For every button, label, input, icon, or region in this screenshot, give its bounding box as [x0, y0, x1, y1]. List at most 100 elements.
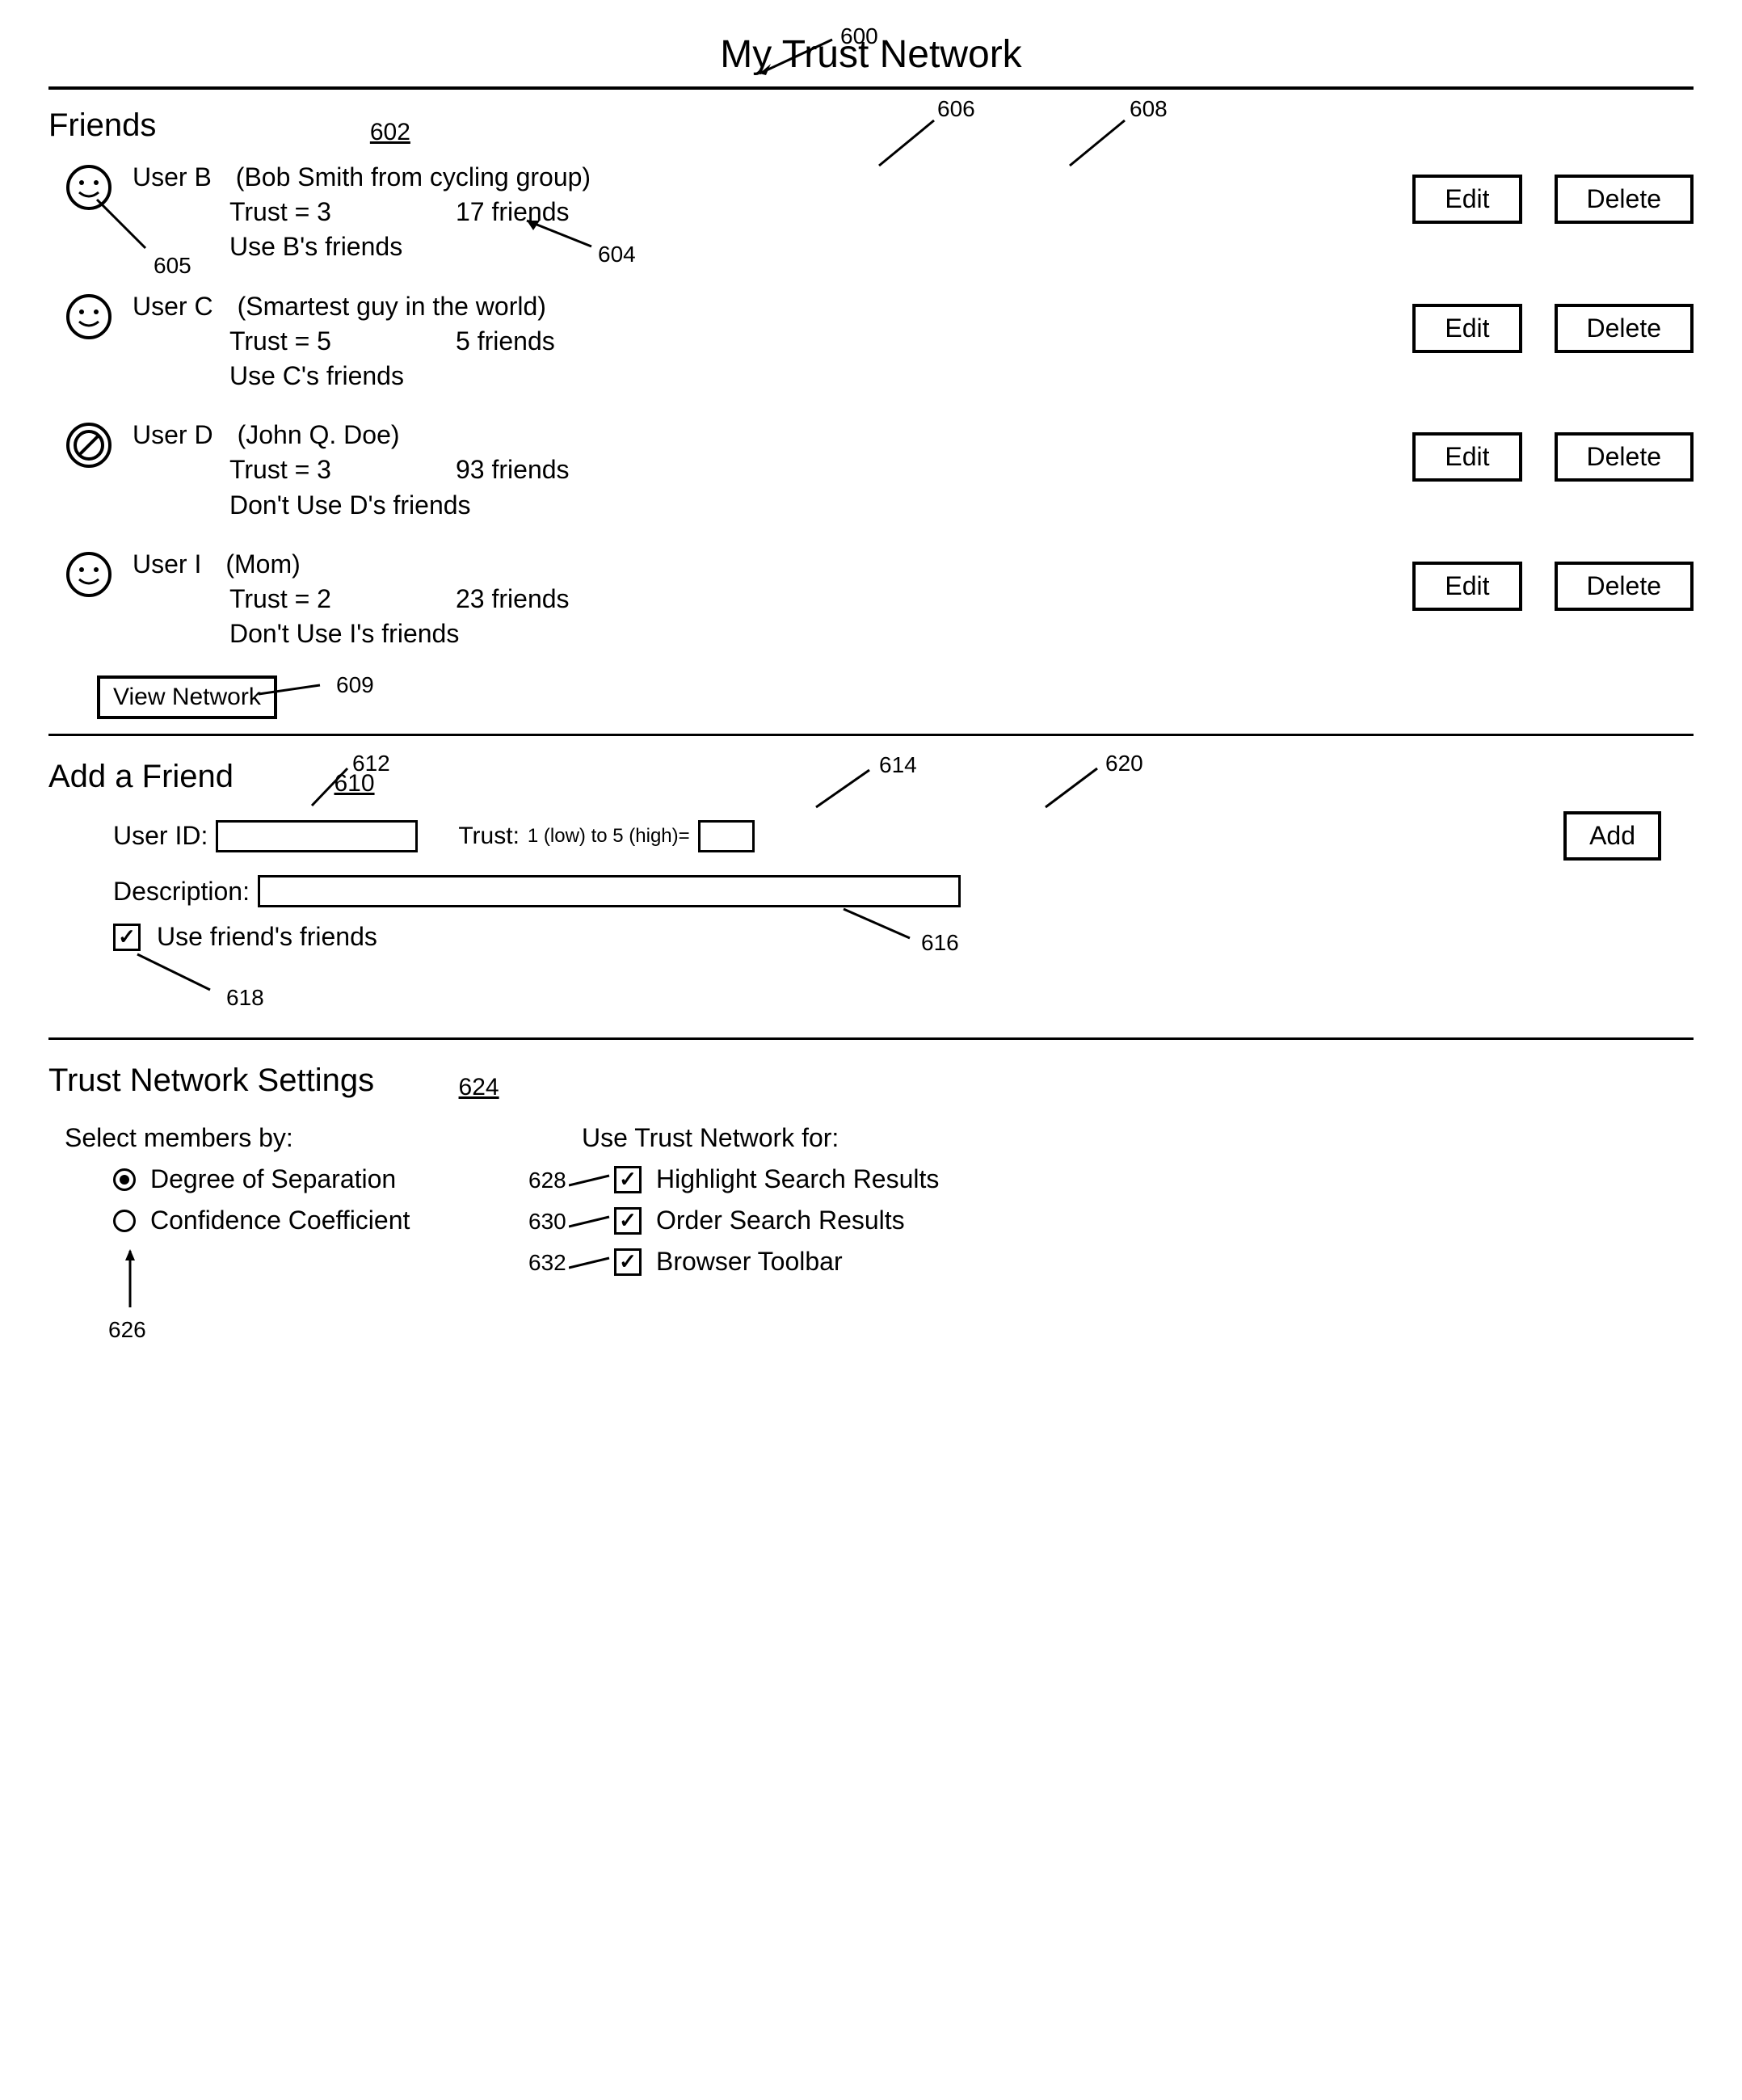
friend-count: 5 friends: [456, 324, 555, 359]
edit-button[interactable]: Edit: [1412, 304, 1521, 353]
edit-button[interactable]: Edit: [1412, 432, 1521, 482]
annotation-624: 624: [459, 1074, 499, 1101]
friend-trust: Trust = 2: [229, 582, 456, 617]
annotation-614: 614: [879, 752, 917, 778]
checkbox-label: Browser Toolbar: [656, 1247, 843, 1277]
edit-button[interactable]: Edit: [1412, 175, 1521, 224]
check-icon: [619, 1208, 637, 1233]
radio-icon: [113, 1210, 136, 1232]
settings-section: Trust Network Settings 624 Select member…: [48, 1054, 1694, 1320]
friend-name: User D: [133, 418, 213, 452]
annotation-arrow-628: [569, 1171, 617, 1190]
friend-use-setting: Don't Use I's friends: [133, 617, 1412, 651]
annotation-arrow-609: [259, 682, 331, 706]
check-icon: [619, 1167, 637, 1192]
add-button[interactable]: Add: [1563, 811, 1661, 861]
friend-row: User D (John Q. Doe)Trust = 393 friendsDo…: [48, 418, 1694, 523]
delete-button[interactable]: Delete: [1555, 432, 1694, 482]
divider: [48, 1037, 1694, 1040]
annotation-arrow-606: [873, 117, 945, 174]
friend-use-setting: Use C's friends: [133, 359, 1412, 393]
delete-button[interactable]: Delete: [1555, 304, 1694, 353]
radio-option[interactable]: Degree of Separation: [113, 1164, 517, 1194]
annotation-626: 626: [108, 1317, 146, 1343]
friend-use-setting: Don't Use D's friends: [133, 488, 1412, 523]
annotation-618: 618: [226, 985, 264, 1011]
annotation-605: 605: [154, 253, 191, 279]
view-network-button[interactable]: View Network: [97, 675, 277, 719]
checkbox[interactable]: [614, 1207, 642, 1235]
annotation-630: 630: [528, 1209, 566, 1235]
annotation-604: 604: [598, 242, 636, 267]
annotation-arrow-612: [307, 764, 356, 812]
use-for-option[interactable]: 630Order Search Results: [614, 1206, 1677, 1235]
annotation-arrow-626: [118, 1243, 142, 1315]
trust-input[interactable]: [698, 820, 755, 852]
annotation-620: 620: [1105, 751, 1143, 776]
block-icon: [65, 421, 113, 469]
radio-label: Confidence Coefficient: [150, 1206, 410, 1235]
use-friends-label: Use friend's friends: [157, 922, 377, 952]
friend-trust: Trust = 3: [229, 195, 456, 229]
friend-actions: Edit Delete: [1412, 160, 1694, 224]
annotation-arrow-605: [87, 195, 160, 259]
check-icon: [118, 924, 136, 949]
annotation-arrow-608: [1063, 117, 1136, 174]
delete-button[interactable]: Delete: [1555, 175, 1694, 224]
friend-row: User C (Smartest guy in the world)Trust =…: [48, 289, 1694, 394]
annotation-arrow-604: [519, 214, 600, 255]
friend-info: User B(Bob Smith from cycling group)Trus…: [133, 160, 1412, 265]
edit-button[interactable]: Edit: [1412, 562, 1521, 611]
checkbox-label: Highlight Search Results: [656, 1164, 939, 1194]
userid-label: User ID:: [113, 821, 208, 851]
description-input[interactable]: [258, 875, 961, 907]
use-friends-checkbox[interactable]: [113, 924, 141, 951]
use-for-label: Use Trust Network for:: [582, 1123, 1677, 1153]
friend-trust: Trust = 5: [229, 324, 456, 359]
friend-name: User I: [133, 547, 201, 582]
check-icon: [619, 1249, 637, 1274]
friend-count: 23 friends: [456, 582, 570, 617]
delete-button[interactable]: Delete: [1555, 562, 1694, 611]
annotation-608: 608: [1130, 96, 1168, 122]
friend-trust: Trust = 3: [229, 452, 456, 487]
trust-hint: 1 (low) to 5 (high)=: [528, 825, 690, 848]
radio-label: Degree of Separation: [150, 1164, 396, 1194]
friend-name: User B: [133, 160, 212, 195]
radio-icon: [113, 1168, 136, 1191]
checkbox-label: Order Search Results: [656, 1206, 905, 1235]
use-for-option[interactable]: 628Highlight Search Results: [614, 1164, 1677, 1194]
friend-description: (Smartest guy in the world): [238, 289, 546, 324]
userid-input[interactable]: [216, 820, 418, 852]
annotation-arrow-630: [569, 1212, 617, 1231]
annotation-arrow-632: [569, 1253, 617, 1273]
annotation-628: 628: [528, 1168, 566, 1193]
use-for-option[interactable]: 632Browser Toolbar: [614, 1247, 1677, 1277]
smile-icon: [65, 292, 113, 341]
checkbox[interactable]: [614, 1166, 642, 1193]
friend-info: User C (Smartest guy in the world)Trust =…: [133, 289, 1412, 394]
checkbox[interactable]: [614, 1248, 642, 1276]
settings-heading: Trust Network Settings: [48, 1063, 374, 1099]
friend-name: User C: [133, 289, 213, 324]
divider: [48, 734, 1694, 736]
description-label: Description:: [113, 877, 250, 907]
friend-use-setting: Use B's friends: [133, 229, 1412, 264]
annotation-arrow-620: [1041, 765, 1105, 814]
annotation-arrow-614: [813, 767, 877, 814]
friend-actions: Edit Delete: [1412, 547, 1694, 611]
friend-info: User I(Mom)Trust = 223 friendsDon't Use …: [133, 547, 1412, 652]
friends-section: Friends 602 606 608 User B(Bob Smith fro…: [48, 99, 1694, 719]
divider: [48, 86, 1694, 90]
annotation-600: 600: [840, 23, 878, 49]
friend-actions: Edit Delete: [1412, 289, 1694, 353]
annotation-arrow-600: [743, 35, 840, 83]
friend-row: User I(Mom)Trust = 223 friendsDon't Use …: [48, 547, 1694, 652]
friend-description: (John Q. Doe): [238, 418, 400, 452]
friend-row: User B(Bob Smith from cycling group)Trus…: [48, 160, 1694, 265]
annotation-609: 609: [336, 672, 374, 698]
annotation-606: 606: [937, 96, 975, 122]
radio-option[interactable]: Confidence Coefficient: [113, 1206, 517, 1235]
friends-heading: Friends: [48, 107, 156, 144]
friend-count: 93 friends: [456, 452, 570, 487]
